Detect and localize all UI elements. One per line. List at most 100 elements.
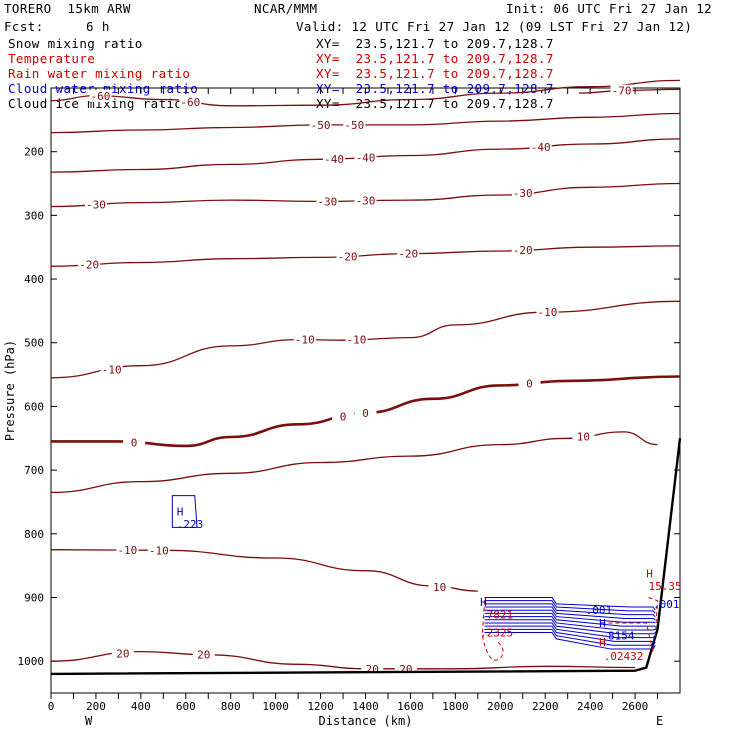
rain-water-label: 15.35 [649,580,682,593]
cloud-water-label: H [177,506,184,519]
legend-snow: Snow mixing ratio [8,36,143,51]
contour-label-bg [572,430,595,443]
rain-water-contour [601,622,654,652]
temperature-contour-label: -10 [102,364,122,377]
contour-label-bg [511,244,534,257]
cloud-water-label: .223 [177,518,204,531]
y-tick-label: 700 [24,464,44,477]
x-tick-label: 2400 [577,700,604,713]
temperature-contour-label: -20 [513,244,533,257]
contour-label-bg [147,544,170,557]
contour-label-bg [529,140,552,153]
x-tick-label: 1000 [262,700,289,713]
x-tick-label: 200 [86,700,106,713]
cloud-water-label: .8154 [601,630,634,643]
temperature-contour-label: -40 [356,151,376,164]
cloud-water-contour [484,632,656,650]
temperature-contour-label: 20 [197,649,210,662]
temperature-contour-label: -20 [79,259,99,272]
temperature-contour-label: -50 [344,119,364,132]
cloud-water-label: H [599,617,606,630]
center-title: NCAR/MMM [254,1,318,16]
cloud-water-label: H [480,596,487,609]
model-title: TORERO 15km ARW [4,1,131,16]
x-tick-label: 800 [221,700,241,713]
contour-label-bg [323,152,346,165]
y-tick-label: 200 [24,146,44,159]
temperature-contour-label: -40 [531,141,551,154]
contour-label-bg [293,333,316,346]
cloud-water-contour [484,603,656,617]
temperature-contour-label: -30 [513,187,533,200]
xy-temperature: XY= 23.5,121.7 to 209.7,128.7 [316,51,554,66]
contour-label-bg [332,410,355,423]
temperature-contour-label: -20 [398,248,418,261]
contour-label-bg [78,258,101,271]
y-tick-label: 600 [24,400,44,413]
init-time: Init: 06 UTC Fri 27 Jan 12 [506,1,713,16]
temperature-contour-label: 0 [362,407,369,420]
temperature-contour-label: -30 [356,195,376,208]
cloud-water-contour [484,622,656,639]
contour-label-bg [84,198,107,211]
contour-label-bg [397,247,420,260]
contour-label-bg [316,195,339,208]
contour-label-bg [511,187,534,200]
rain-water-label: H [646,567,653,580]
terrain-line [50,438,682,676]
temperature-contour-label: -10 [347,334,367,347]
temperature-contour-label: -10 [295,334,315,347]
cloud-water-label: .001 [586,604,613,617]
contour-label-bg [309,118,332,131]
temperature-contour-label: -70 [612,85,632,98]
contour-label-bg [336,250,359,263]
cloud-water-contour [484,625,656,642]
x-tick-label: 600 [176,700,196,713]
contour-label-bg [192,648,215,661]
contour-label-bg [345,333,368,346]
forecast-value: 6 h [86,19,110,34]
temperature-contour-label: -30 [86,199,106,212]
contour-label-bg [100,363,123,376]
temperature-contour-label: 10 [433,581,446,594]
cloud-water-contour [484,612,656,627]
y-tick-label: 900 [24,591,44,604]
y-tick-label: 500 [24,337,44,350]
temperature-contour [50,650,636,670]
rain-water-label: .02432 [604,650,644,663]
xy-snow: XY= 23.5,121.7 to 209.7,128.7 [316,36,554,51]
temperature-contour-label: 20 [366,663,379,676]
x-tick-label: 1200 [307,700,334,713]
temperature-contour-label: -60 [90,90,110,103]
contour-label-bg [428,580,451,593]
rain-water-label: H [599,636,606,649]
y-tick-label: 400 [24,273,44,286]
cloud-water-contour [484,616,656,631]
temperature-contour [50,549,478,592]
temperature-contour-label: -30 [317,195,337,208]
rain-water-contour [648,597,659,636]
cloud-water-contour [484,609,656,624]
y-tick-label: 300 [24,209,44,222]
y-tick-label: 800 [24,528,44,541]
rain-water-label: .2325 [480,627,513,640]
contour-label-bg [354,194,377,207]
contour-label-bg [116,544,139,557]
x-tick-label: 2600 [622,700,649,713]
x-axis-label: Distance (km) [319,714,413,728]
cloud-water-contour [484,606,656,621]
contour-label-bg [111,647,134,660]
x-tick-label: 400 [131,700,151,713]
temperature-contour-label: -50 [311,119,331,132]
x-tick-label: 1800 [442,700,469,713]
temperature-contour-label: -60 [180,96,200,109]
rain-water-label: .7821 [480,609,513,622]
cloud-water-label: .001 [653,598,680,611]
rain-water-contour [481,600,504,661]
contour-label-bg [610,84,633,97]
temperature-contour-label: 0 [526,377,533,390]
y-axis-label: Pressure (hPa) [3,340,17,441]
temperature-contour-label: -40 [324,153,344,166]
legend-rain: Rain water mixing ratio [8,66,191,81]
